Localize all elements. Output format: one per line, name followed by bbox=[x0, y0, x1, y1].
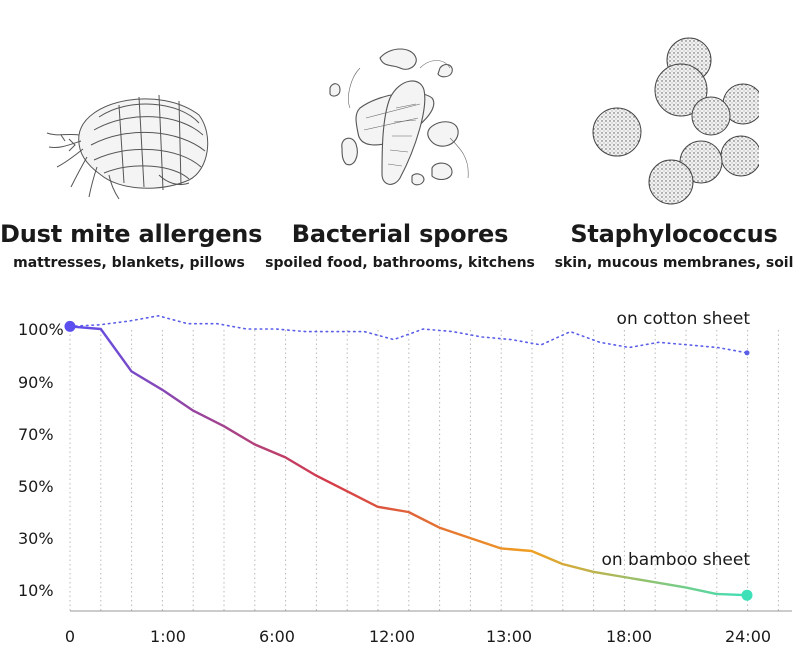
series-label-bamboo: on bamboo sheet bbox=[601, 550, 750, 570]
microbe-subtitle: spoiled food, bathrooms, kitchens bbox=[265, 255, 535, 271]
cocci-illustration-icon bbox=[592, 37, 759, 205]
x-tick-label: 6:00 bbox=[259, 627, 295, 646]
x-tick-label: 1:00 bbox=[150, 627, 186, 646]
series-label-cotton: on cotton sheet bbox=[617, 309, 751, 329]
y-tick-label: 100% bbox=[18, 320, 64, 339]
dust-mite-illustration-icon bbox=[46, 94, 209, 200]
x-tick-label: 0 bbox=[65, 627, 75, 646]
bamboo-end-marker bbox=[741, 589, 753, 601]
y-tick-label: 30% bbox=[18, 529, 54, 548]
microbe-title: Bacterial spores bbox=[291, 220, 509, 248]
cotton-end-marker bbox=[744, 350, 750, 356]
series-bamboo-line bbox=[69, 325, 748, 597]
series-cotton-line bbox=[69, 314, 748, 354]
x-tick-label: 24:00 bbox=[725, 627, 771, 646]
microbe-dust-mite: Dust mite allergens mattresses, blankets… bbox=[0, 0, 263, 290]
bacteria-illustration-icon bbox=[329, 48, 469, 186]
start-point-marker bbox=[64, 320, 76, 332]
microbe-title: Staphylococcus bbox=[570, 220, 778, 248]
microbe-panel: Dust mite allergens mattresses, blankets… bbox=[0, 0, 800, 290]
microbe-subtitle: skin, mucous membranes, soil bbox=[554, 255, 794, 271]
microbe-title: Dust mite allergens bbox=[0, 220, 263, 248]
y-tick-label: 10% bbox=[18, 581, 54, 600]
x-tick-label: 18:00 bbox=[606, 627, 652, 646]
x-tick-label: 13:00 bbox=[486, 627, 532, 646]
microbe-bacterial-spores: Bacterial spores spoiled food, bathrooms… bbox=[262, 0, 538, 290]
microbe-staphylococcus: Staphylococcus skin, mucous membranes, s… bbox=[548, 0, 800, 290]
x-axis-ticks: 0 1:00 6:00 12:00 13:00 18:00 24:00 bbox=[65, 627, 771, 646]
microbe-subtitle: mattresses, blankets, pillows bbox=[13, 255, 245, 271]
y-axis-ticks: 100% 90% 70% 50% 30% 10% bbox=[18, 320, 64, 600]
y-tick-label: 90% bbox=[18, 373, 54, 392]
series-markers bbox=[64, 320, 753, 601]
x-tick-label: 12:00 bbox=[369, 627, 415, 646]
y-tick-label: 70% bbox=[18, 425, 54, 444]
survival-chart: 100% 90% 70% 50% 30% 10% 0 1:00 6:00 12:00 13:00 1… bbox=[18, 309, 792, 646]
y-tick-label: 50% bbox=[18, 477, 54, 496]
